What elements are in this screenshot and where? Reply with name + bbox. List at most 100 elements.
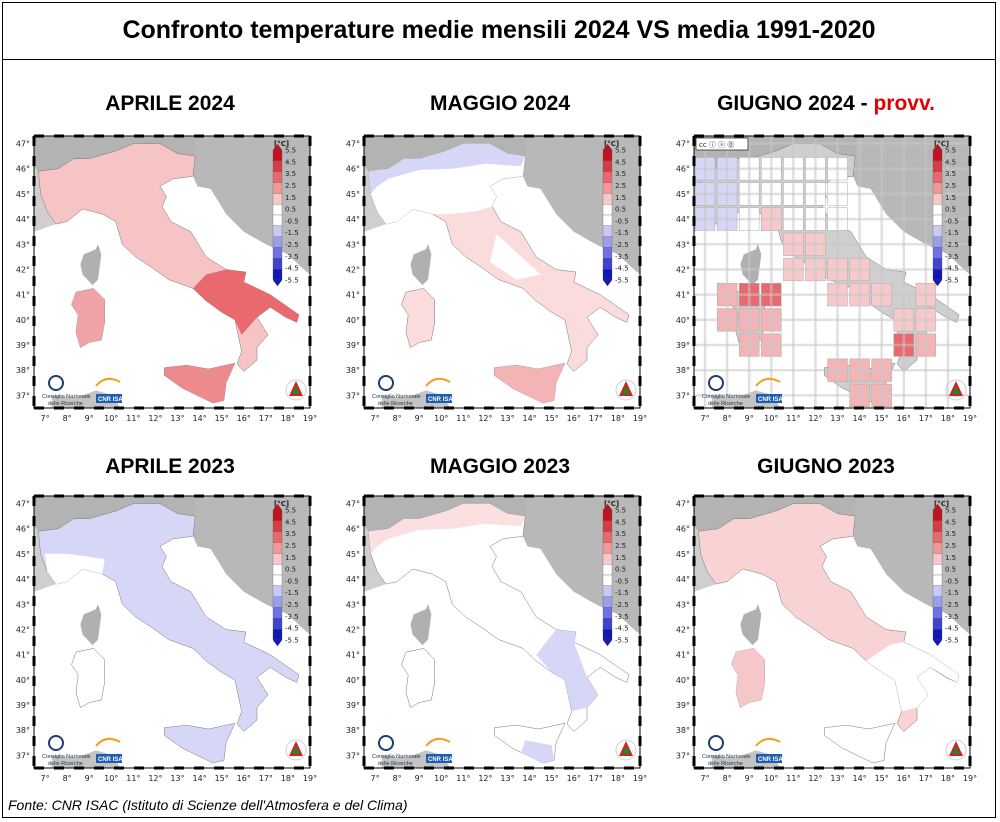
colorbar-label: -0.5 xyxy=(615,217,629,225)
lat-tick-label: 47° xyxy=(16,500,30,509)
lon-tick-label: 8° xyxy=(723,774,732,783)
colorbar-label: 2.5 xyxy=(285,542,296,550)
isac-badge xyxy=(426,394,452,403)
lon-tick-label: 15° xyxy=(545,414,559,423)
colorbar-swatch xyxy=(602,214,613,226)
colorbar-bottom-arrow xyxy=(272,639,283,647)
lon-tick-label: 10° xyxy=(104,414,118,423)
lon-tick-label: 17° xyxy=(589,414,603,423)
colorbar-swatch xyxy=(602,509,613,521)
colorbar-label: 3.5 xyxy=(945,530,956,538)
lat-tick-label: 44° xyxy=(346,575,360,584)
cnr-emblem-icon xyxy=(48,375,64,391)
cnr-logo-line2: delle Ricerche xyxy=(708,401,743,407)
lat-tick-label: 39° xyxy=(676,341,690,350)
lon-tick-label: 16° xyxy=(897,414,911,423)
colorbar-label: 0.5 xyxy=(615,566,626,574)
map-frame xyxy=(693,135,971,409)
colorbar-swatch xyxy=(272,607,283,619)
colorbar-swatch xyxy=(272,171,283,183)
colorbar-swatch xyxy=(932,585,943,597)
cnr-logo-line1: Consiglio Nazionale xyxy=(372,754,421,760)
lon-tick-label: 17° xyxy=(919,414,933,423)
south-neutral xyxy=(866,642,959,712)
map-frame xyxy=(33,135,311,409)
colorbar-label: -4.5 xyxy=(615,265,629,273)
panel-title-jun-2023: GIUGNO 2023 xyxy=(666,455,986,479)
isac-logo-text: CNR ISAC xyxy=(98,757,128,763)
map-svg: 7° 8° 9° 10° 11° 12° 13° 14° 15° 16° 17° 18° 19° 47° 4… xyxy=(676,134,977,423)
isac-logo: CNR ISAC xyxy=(95,377,128,403)
colorbar-label: 0.5 xyxy=(945,566,956,574)
colorbar-swatch xyxy=(602,574,613,586)
lon-tick-label: 9° xyxy=(745,414,754,423)
colorbar-label: 3.5 xyxy=(615,530,626,538)
lat-tick-label: 46° xyxy=(676,525,690,534)
lat-tick-label: 39° xyxy=(676,701,690,710)
colorbar-label: 2.5 xyxy=(945,542,956,550)
cnr-logo-line2: delle Ricerche xyxy=(378,761,413,767)
map-may-2024: 7° 8° 9° 10° 11° 12° 13° 14° 15° 16° 17° 18° 19° 47° 4… xyxy=(338,128,654,428)
lon-tick-label: 8° xyxy=(393,774,402,783)
colorbar-swatch xyxy=(272,236,283,248)
lat-tick-label: 37° xyxy=(16,391,30,400)
corsica-relief xyxy=(740,244,762,286)
colorbar-swatch xyxy=(272,596,283,608)
colorbar-label: 0.5 xyxy=(285,566,296,574)
map-jun-2023: 7° 8° 9° 10° 11° 12° 13° 14° 15° 16° 17° 18° 19° 47° 4… xyxy=(668,488,984,788)
lon-tick-label: 11° xyxy=(456,414,470,423)
lat-tick-label: 45° xyxy=(676,190,690,199)
panel-title-may-2024: MAGGIO 2024 xyxy=(340,92,660,116)
colorbar-label: 4.5 xyxy=(945,518,956,526)
france-relief xyxy=(364,526,387,592)
provisional-label: provv. xyxy=(873,92,935,115)
lon-tick-label: 8° xyxy=(723,414,732,423)
center-neutral xyxy=(489,234,541,280)
colorbar-label: 4.5 xyxy=(285,518,296,526)
map-svg: 7° 8° 9° 10° 11° 12° 13° 14° 15° 16° 17° 18° 19° 47° 4… xyxy=(16,494,317,783)
isac-wave-icon xyxy=(755,377,781,387)
lat-tick-label: 42° xyxy=(676,265,690,274)
colorbar-label: -2.5 xyxy=(615,241,629,249)
lat-tick-label: 38° xyxy=(676,366,690,375)
lat-tick-label: 46° xyxy=(16,165,30,174)
colorbar-swatch xyxy=(272,182,283,194)
lon-tick-label: 13° xyxy=(500,774,514,783)
lon-tick-label: 17° xyxy=(259,414,273,423)
colorbar-label: 1.5 xyxy=(945,194,956,202)
lon-tick-label: 19° xyxy=(963,774,977,783)
isac-badge xyxy=(426,754,452,763)
colorbar-swatch xyxy=(272,509,283,521)
map-frame xyxy=(363,495,641,769)
colorbar-swatch xyxy=(602,247,613,259)
colorbar-swatch xyxy=(602,258,613,270)
colorbar-swatch xyxy=(272,531,283,543)
lon-tick-label: 12° xyxy=(148,774,162,783)
colorbar-label: -1.5 xyxy=(615,589,629,597)
colorbar-swatch xyxy=(272,149,283,161)
colorbar-swatch xyxy=(932,236,943,248)
lon-tick-label: 7° xyxy=(370,414,379,423)
lon-tick-label: 11° xyxy=(126,414,140,423)
colorbar-label: -3.5 xyxy=(285,613,299,621)
lon-tick-label: 13° xyxy=(170,414,184,423)
map-svg: 7° 8° 9° 10° 11° 12° 13° 14° 15° 16° 17° 18° 19° 47° 4… xyxy=(346,494,647,783)
lat-tick-label: 38° xyxy=(16,366,30,375)
lat-tick-label: 42° xyxy=(16,265,30,274)
colorbar-swatch xyxy=(932,171,943,183)
colorbar-swatch xyxy=(932,214,943,226)
lat-tick-label: 46° xyxy=(16,525,30,534)
civil-protection-emblem-icon xyxy=(945,739,967,761)
colorbar-swatch xyxy=(932,509,943,521)
civil-protection-emblem-icon xyxy=(945,379,967,401)
france-relief xyxy=(364,166,387,232)
lon-tick-label: 10° xyxy=(104,774,118,783)
lon-tick-label: 18° xyxy=(611,774,625,783)
lon-tick-label: 17° xyxy=(259,774,273,783)
colorbar-swatch xyxy=(602,149,613,161)
colorbar-label: -0.5 xyxy=(285,577,299,585)
lon-tick-label: 12° xyxy=(808,414,822,423)
cnr-emblem-icon xyxy=(708,735,724,751)
lon-tick-label: 14° xyxy=(853,774,867,783)
lon-tick-label: 9° xyxy=(415,414,424,423)
